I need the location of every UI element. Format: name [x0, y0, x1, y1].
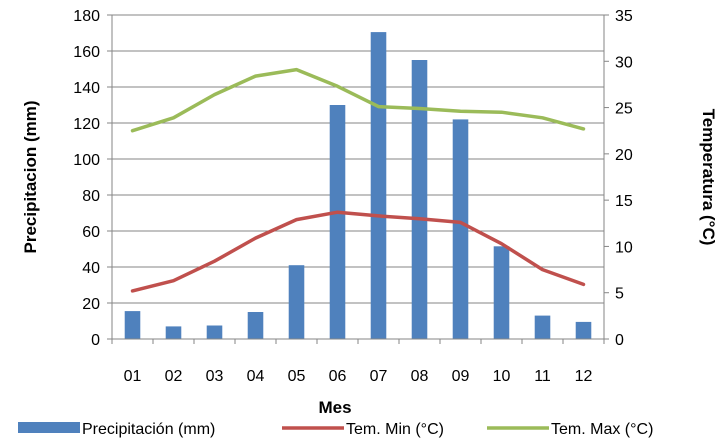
x-tick-label: 09	[452, 368, 470, 385]
y-right-tick-label: 20	[615, 147, 633, 164]
y-right-tick-label: 15	[615, 193, 633, 210]
precipitation-bar-08	[411, 60, 428, 339]
y-left-tick-label: 40	[82, 260, 100, 277]
precipitation-bar-11	[534, 315, 551, 339]
gridlines	[112, 14, 604, 304]
x-tick-label: 04	[247, 368, 265, 385]
precipitation-bar-09	[452, 119, 469, 340]
y-left-tick-label: 160	[73, 44, 100, 61]
x-axis-title: Mes	[318, 398, 351, 417]
y-left-tick-label: 180	[73, 8, 100, 25]
tem-min-line	[130, 210, 586, 293]
x-tick-label: 01	[124, 368, 142, 385]
x-tick-label: 11	[534, 368, 551, 385]
axes	[107, 14, 609, 344]
precipitation-bar-02	[165, 326, 182, 339]
precipitation-bar-01	[124, 311, 141, 339]
y-right-tick-label: 5	[615, 286, 624, 303]
precipitation-bar-03	[206, 325, 223, 339]
y-left-tick-label: 80	[82, 188, 100, 205]
y-right-tick-label: 0	[615, 332, 624, 349]
legend-label: Tem. Max (°C)	[551, 421, 653, 438]
y-left-tick-label: 120	[73, 116, 100, 133]
x-tick-label: 12	[575, 368, 593, 385]
precipitation-bar-07	[370, 32, 387, 339]
precipitation-bars	[124, 32, 592, 340]
x-tick-label: 10	[493, 368, 511, 385]
y-left-tick-label: 0	[91, 332, 100, 349]
tick-labels: 0204060801001201401601800510152025303501…	[73, 8, 633, 385]
y-axis-right-title: Temperatura (°C)	[699, 109, 718, 246]
legend-label: Precipitación (mm)	[82, 421, 215, 438]
x-tick-label: 06	[329, 368, 347, 385]
tem-max-line	[130, 67, 586, 133]
legend-swatch-precipitation	[18, 422, 80, 433]
y-right-tick-label: 35	[615, 8, 633, 25]
x-tick-label: 05	[288, 368, 306, 385]
precipitation-bar-10	[493, 246, 510, 339]
y-right-tick-label: 25	[615, 101, 633, 118]
precipitation-bar-04	[247, 312, 264, 339]
y-left-tick-label: 60	[82, 224, 100, 241]
y-left-tick-label: 20	[82, 296, 100, 313]
y-left-tick-label: 100	[73, 152, 100, 169]
x-tick-label: 02	[165, 368, 183, 385]
x-tick-label: 08	[411, 368, 429, 385]
x-tick-label: 07	[370, 368, 388, 385]
legend: Precipitación (mm) Tem. Min (°C) Tem. Max …	[18, 421, 653, 438]
precipitation-bar-12	[575, 321, 592, 339]
precipitation-bar-05	[288, 265, 305, 339]
temperature-lines	[130, 67, 586, 293]
y-right-tick-label: 10	[615, 239, 633, 256]
y-right-tick-label: 30	[615, 54, 633, 71]
x-tick-label: 03	[206, 368, 224, 385]
legend-label: Tem. Min (°C)	[346, 421, 444, 438]
y-axis-left-title: Precipitacion (mm)	[21, 100, 40, 253]
precipitation-bar-06	[329, 105, 346, 339]
y-left-tick-label: 140	[73, 80, 100, 97]
